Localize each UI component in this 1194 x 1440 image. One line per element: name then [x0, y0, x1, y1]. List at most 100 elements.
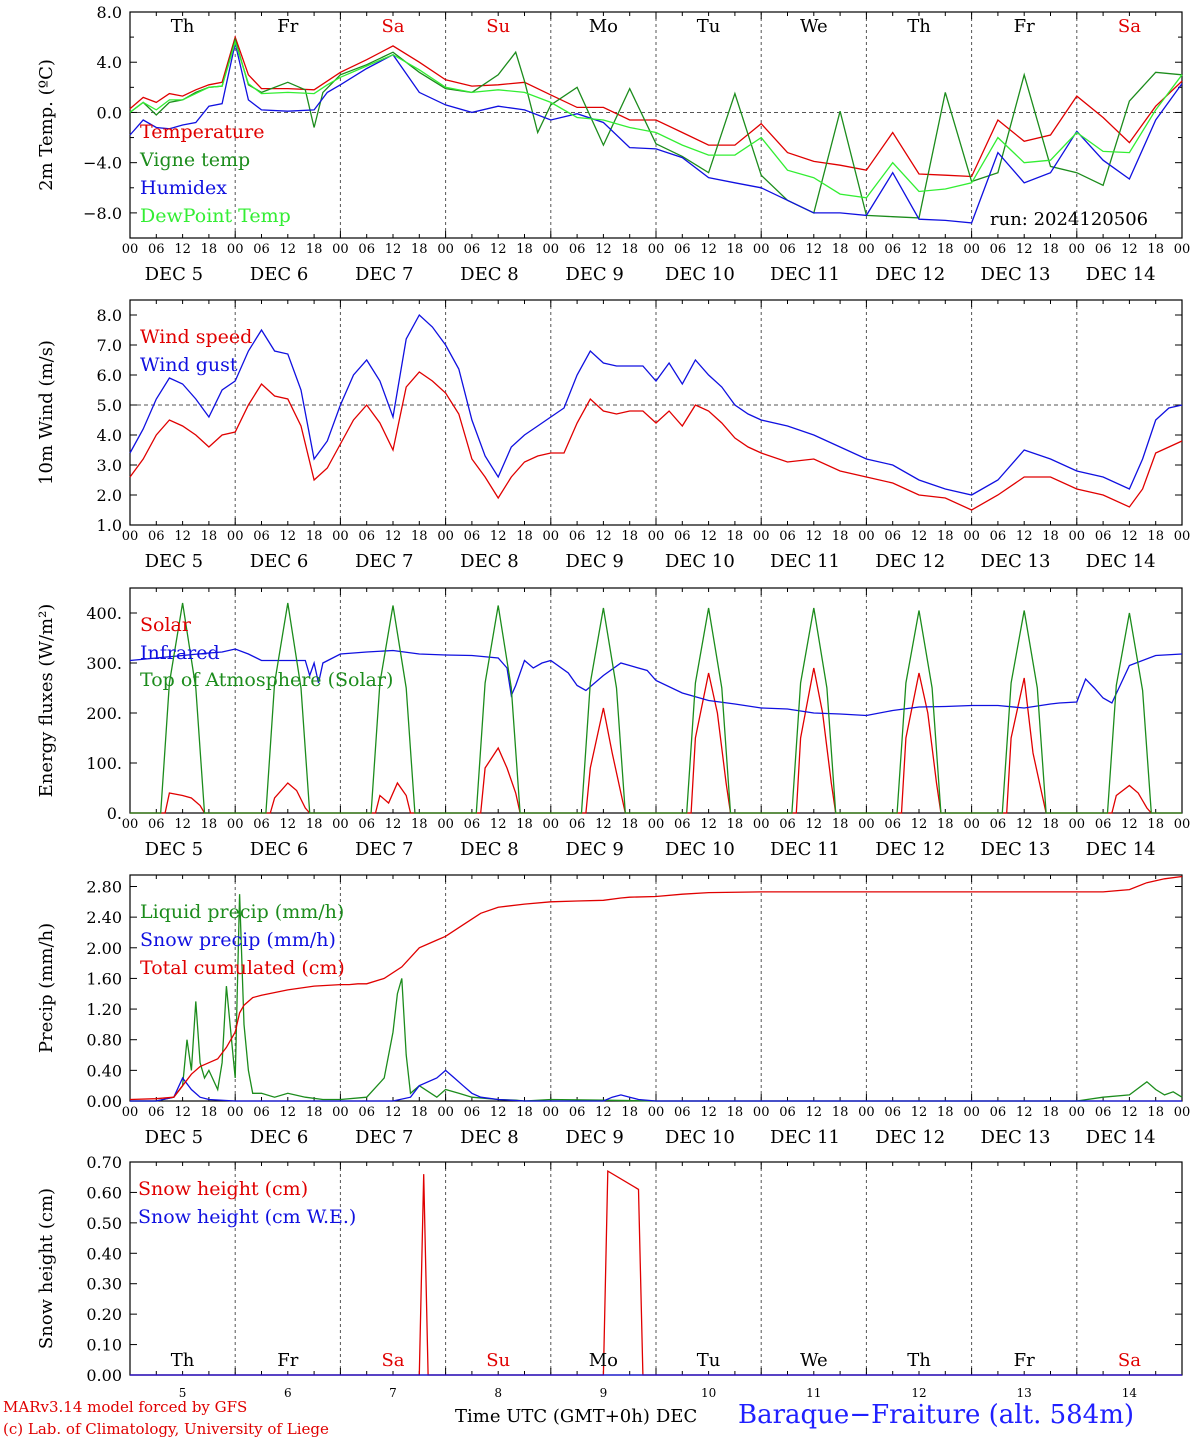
- date-label: DEC 6: [250, 264, 309, 285]
- hour-tick-label: 00: [1069, 1105, 1086, 1120]
- hour-tick-label: 00: [1174, 1105, 1191, 1120]
- hour-tick-label: 18: [411, 1105, 428, 1120]
- weekday-label: Mo: [589, 1350, 618, 1371]
- date-label: DEC 12: [875, 264, 945, 285]
- series-line-temperature: [129, 34, 1183, 178]
- hour-tick-label: 12: [595, 817, 612, 832]
- y-tick-label: 0.40: [86, 1244, 122, 1263]
- hour-tick-label: 06: [1095, 242, 1112, 257]
- panel-1: −8.0 −4.0 0.0 4.0 8.0 2m Temp. (ºC) Temperatur…: [36, 3, 1190, 285]
- hour-tick-label: 12: [490, 817, 507, 832]
- date-label: DEC 14: [1086, 839, 1156, 860]
- date-label: DEC 5: [145, 1127, 204, 1148]
- day-number-label: 12: [911, 1386, 926, 1400]
- day-number-label: 7: [389, 1386, 397, 1400]
- hour-tick-label: 06: [253, 1105, 270, 1120]
- hour-tick-label: 06: [884, 529, 901, 544]
- series-line-infrared: [129, 648, 1183, 717]
- weekday-label: Th: [171, 16, 195, 37]
- weekday-label: Th: [907, 16, 931, 37]
- hour-tick-label: 18: [1042, 529, 1059, 544]
- weekday-label: Th: [907, 1350, 931, 1371]
- y-axis-label: Precip (mm/h): [36, 923, 57, 1053]
- y-tick-label: 2.0: [97, 486, 122, 505]
- weekday-label: Fr: [1014, 1350, 1035, 1371]
- hour-tick-label: 18: [1042, 817, 1059, 832]
- hour-tick-label: 18: [201, 1105, 218, 1120]
- time-axis-label: Time UTC (GMT+0h) DEC: [455, 1406, 697, 1427]
- hour-tick-label: 18: [306, 1105, 323, 1120]
- hour-tick-label: 00: [332, 817, 349, 832]
- hour-tick-label: 00: [858, 1105, 875, 1120]
- hour-tick-label: 18: [411, 242, 428, 257]
- weekday-label: Sa: [1118, 16, 1141, 37]
- date-label: DEC 10: [665, 1127, 735, 1148]
- hour-tick-label: 00: [437, 1105, 454, 1120]
- y-tick-label: 0.30: [86, 1275, 122, 1294]
- hour-tick-label: 18: [516, 242, 533, 257]
- date-label: DEC 11: [770, 839, 840, 860]
- hour-tick-label: 06: [569, 529, 586, 544]
- y-axis-label: 10m Wind (m/s): [36, 340, 57, 485]
- hour-tick-label: 06: [253, 817, 270, 832]
- weekday-label: Mo: [589, 16, 618, 37]
- date-label: DEC 10: [665, 839, 735, 860]
- hour-tick-label: 12: [911, 242, 928, 257]
- hour-tick-label: 00: [858, 529, 875, 544]
- hour-tick-label: 18: [937, 242, 954, 257]
- hour-tick-label: 12: [1121, 1105, 1138, 1120]
- hour-tick-label: 00: [753, 817, 770, 832]
- legend-entry: Liquid precip (mm/h): [140, 901, 344, 923]
- hour-tick-label: 06: [358, 529, 375, 544]
- hour-tick-label: 12: [806, 242, 823, 257]
- legend-entry: Snow precip (mm/h): [140, 929, 336, 951]
- date-label: DEC 12: [875, 839, 945, 860]
- hour-tick-label: 00: [963, 817, 980, 832]
- hour-tick-label: 12: [385, 242, 402, 257]
- hour-tick-label: 18: [516, 817, 533, 832]
- hour-tick-label: 18: [621, 242, 638, 257]
- hour-tick-label: 06: [464, 242, 481, 257]
- hour-tick-label: 00: [122, 1105, 139, 1120]
- hour-tick-label: 00: [1069, 242, 1086, 257]
- hour-tick-label: 12: [490, 242, 507, 257]
- y-tick-label: 0.80: [86, 1031, 122, 1050]
- series-line-top-of-atmosphere-solar-: [130, 602, 1182, 814]
- y-tick-label: 0.70: [86, 1153, 122, 1172]
- date-label: DEC 7: [355, 551, 414, 572]
- legend-entry: Temperature: [140, 121, 264, 143]
- date-label: DEC 8: [460, 1127, 519, 1148]
- hour-tick-label: 00: [1174, 817, 1191, 832]
- y-tick-label: −8.0: [83, 204, 122, 223]
- hour-tick-label: 00: [858, 817, 875, 832]
- hour-tick-label: 12: [700, 1105, 717, 1120]
- y-tick-label: 0.: [107, 804, 122, 823]
- y-tick-label: 0.20: [86, 1305, 122, 1324]
- day-number-label: 10: [701, 1386, 716, 1400]
- hour-tick-label: 18: [201, 242, 218, 257]
- date-label: DEC 13: [980, 551, 1050, 572]
- hour-tick-label: 18: [201, 529, 218, 544]
- hour-tick-label: 12: [385, 817, 402, 832]
- hour-tick-label: 18: [1147, 242, 1164, 257]
- hour-tick-label: 06: [464, 1105, 481, 1120]
- hour-tick-label: 00: [858, 242, 875, 257]
- series-line-snow-precip-mm-h-: [130, 1069, 1182, 1102]
- date-label: DEC 11: [770, 264, 840, 285]
- date-label: DEC 13: [980, 1127, 1050, 1148]
- day-number-label: 14: [1122, 1386, 1138, 1400]
- date-label: DEC 11: [770, 1127, 840, 1148]
- hour-tick-label: 12: [700, 817, 717, 832]
- day-number-label: 8: [494, 1386, 502, 1400]
- date-label: DEC 13: [980, 264, 1050, 285]
- legend-entry: Top of Atmosphere (Solar): [140, 669, 393, 691]
- hour-tick-label: 06: [674, 817, 691, 832]
- hour-tick-label: 12: [700, 242, 717, 257]
- legend-entry: Wind gust: [140, 354, 238, 376]
- series-line-wind-gust: [129, 313, 1183, 496]
- hour-tick-label: 06: [779, 529, 796, 544]
- hour-tick-label: 12: [1121, 529, 1138, 544]
- hour-tick-label: 12: [911, 1105, 928, 1120]
- legend-entry: Total cumulated (cm): [140, 957, 345, 979]
- hour-tick-label: 00: [1174, 529, 1191, 544]
